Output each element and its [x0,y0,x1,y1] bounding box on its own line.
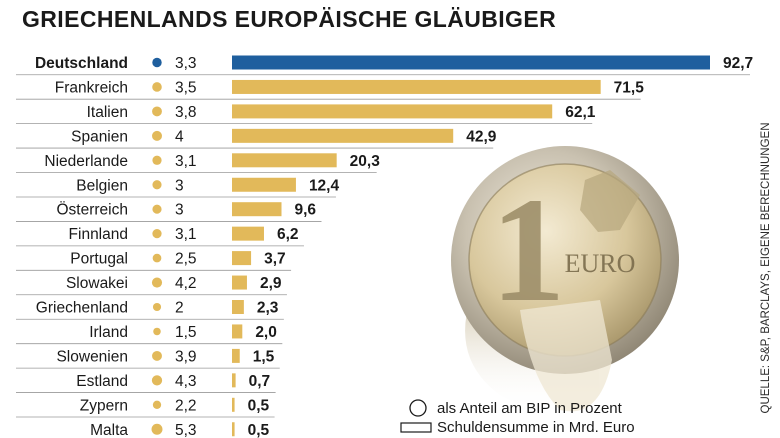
chart-rows: Deutschland 3,3 92,7 Frankreich 3,5 71,5 Itali… [16,55,753,438]
legend-circle-symbol [409,399,427,417]
country-label: Niederlande [44,153,128,170]
gdp-share-value: 2 [175,300,184,317]
debt-bar [232,153,337,168]
debt-bar [232,348,240,363]
gdp-share-dot [152,400,162,409]
debt-bar [232,177,296,192]
euro-coin-image: 1 EURO [451,146,679,413]
gdp-share-dot [152,253,162,263]
country-label: Frankreich [55,79,128,96]
gdp-share-dot [152,350,162,361]
gdp-share-dot [152,57,162,68]
gdp-share-value: 1,5 [175,324,197,341]
debt-value-label: 12,4 [309,177,340,194]
gdp-share-dot [151,375,163,386]
debt-bar [232,202,282,217]
chart-title: GRIECHENLANDS EUROPÄISCHE GLÄUBIGER [22,6,557,32]
country-label: Irland [89,324,128,341]
gdp-share-value: 4,3 [175,373,197,390]
gdp-share-dot [151,423,163,435]
debt-value-label: 0,5 [248,397,270,414]
debt-bar [232,373,236,388]
gdp-share-value: 2,2 [175,397,197,414]
gdp-share-value: 3 [175,177,184,194]
country-label: Deutschland [35,55,128,72]
debt-value-label: 42,9 [466,128,497,145]
gdp-share-dot [153,327,161,336]
debt-bar [232,55,710,70]
country-label: Finnland [69,226,128,243]
country-label: Griechenland [36,300,128,317]
country-label: Slowenien [56,348,128,365]
country-label: Malta [90,422,128,438]
debt-value-label: 2,3 [257,300,279,317]
debt-value-label: 0,7 [249,373,271,390]
legend: als Anteil am BIP in Prozent Schuldensum… [400,399,635,436]
gdp-share-dot [152,229,162,239]
country-label: Portugal [70,251,128,268]
country-label: Slowakei [66,275,128,292]
coin-numeral: 1 [491,167,566,333]
debt-bar [232,422,235,437]
country-label: Spanien [71,128,128,145]
gdp-share-dot [151,277,163,288]
country-label: Belgien [76,177,128,194]
gdp-share-value: 3,1 [175,226,197,243]
debt-value-label: 71,5 [614,79,645,96]
debt-bar [232,251,252,266]
debt-bar [232,300,244,314]
gdp-share-value: 4 [175,128,184,145]
debt-value-label: 6,2 [277,226,299,243]
debt-bar [232,397,235,412]
debt-bar [232,324,243,339]
debt-value-label: 2,9 [260,275,282,292]
gdp-share-value: 3,5 [175,79,197,96]
gdp-share-dot [152,204,162,214]
debt-value-label: 62,1 [565,104,596,121]
debt-value-label: 0,5 [248,422,270,438]
gdp-share-value: 3,9 [175,348,197,365]
debt-bar [232,128,454,143]
legend-bar-label: Schuldensumme in Mrd. Euro [437,419,635,436]
gdp-share-dot [152,180,162,190]
debt-value-label: 1,5 [253,348,275,365]
gdp-share-value: 3,8 [175,104,197,121]
gdp-share-dot [152,155,162,165]
gdp-share-dot [152,130,162,141]
legend-bar-symbol [400,422,432,433]
debt-value-label: 92,7 [723,55,753,72]
coin-euro-text: EURO [565,249,636,278]
debt-bar [232,79,601,94]
debt-value-label: 9,6 [295,202,317,219]
debt-bar [232,226,264,241]
country-label: Zypern [80,397,128,414]
debt-bar [232,104,553,119]
gdp-share-value: 4,2 [175,275,197,292]
country-label: Italien [87,104,128,121]
gdp-share-value: 3,1 [175,153,197,170]
gdp-share-value: 3,3 [175,55,197,72]
debt-value-label: 20,3 [350,153,381,170]
legend-circle-label: als Anteil am BIP in Prozent [437,400,623,417]
debt-value-label: 2,0 [255,324,277,341]
gdp-share-dot [152,302,162,312]
gdp-share-dot [152,82,162,92]
country-label: Estland [76,373,128,390]
country-label: Österreich [57,201,129,219]
debt-bar [232,275,247,290]
gdp-share-value: 3 [175,202,184,219]
gdp-share-value: 2,5 [175,251,197,268]
gdp-share-value: 5,3 [175,422,197,438]
gdp-share-dot [152,106,162,117]
debt-value-label: 3,7 [264,251,286,268]
source-note: QUELLE: S&P, BARCLAYS, EIGENE BERECHNUNG… [760,122,772,414]
